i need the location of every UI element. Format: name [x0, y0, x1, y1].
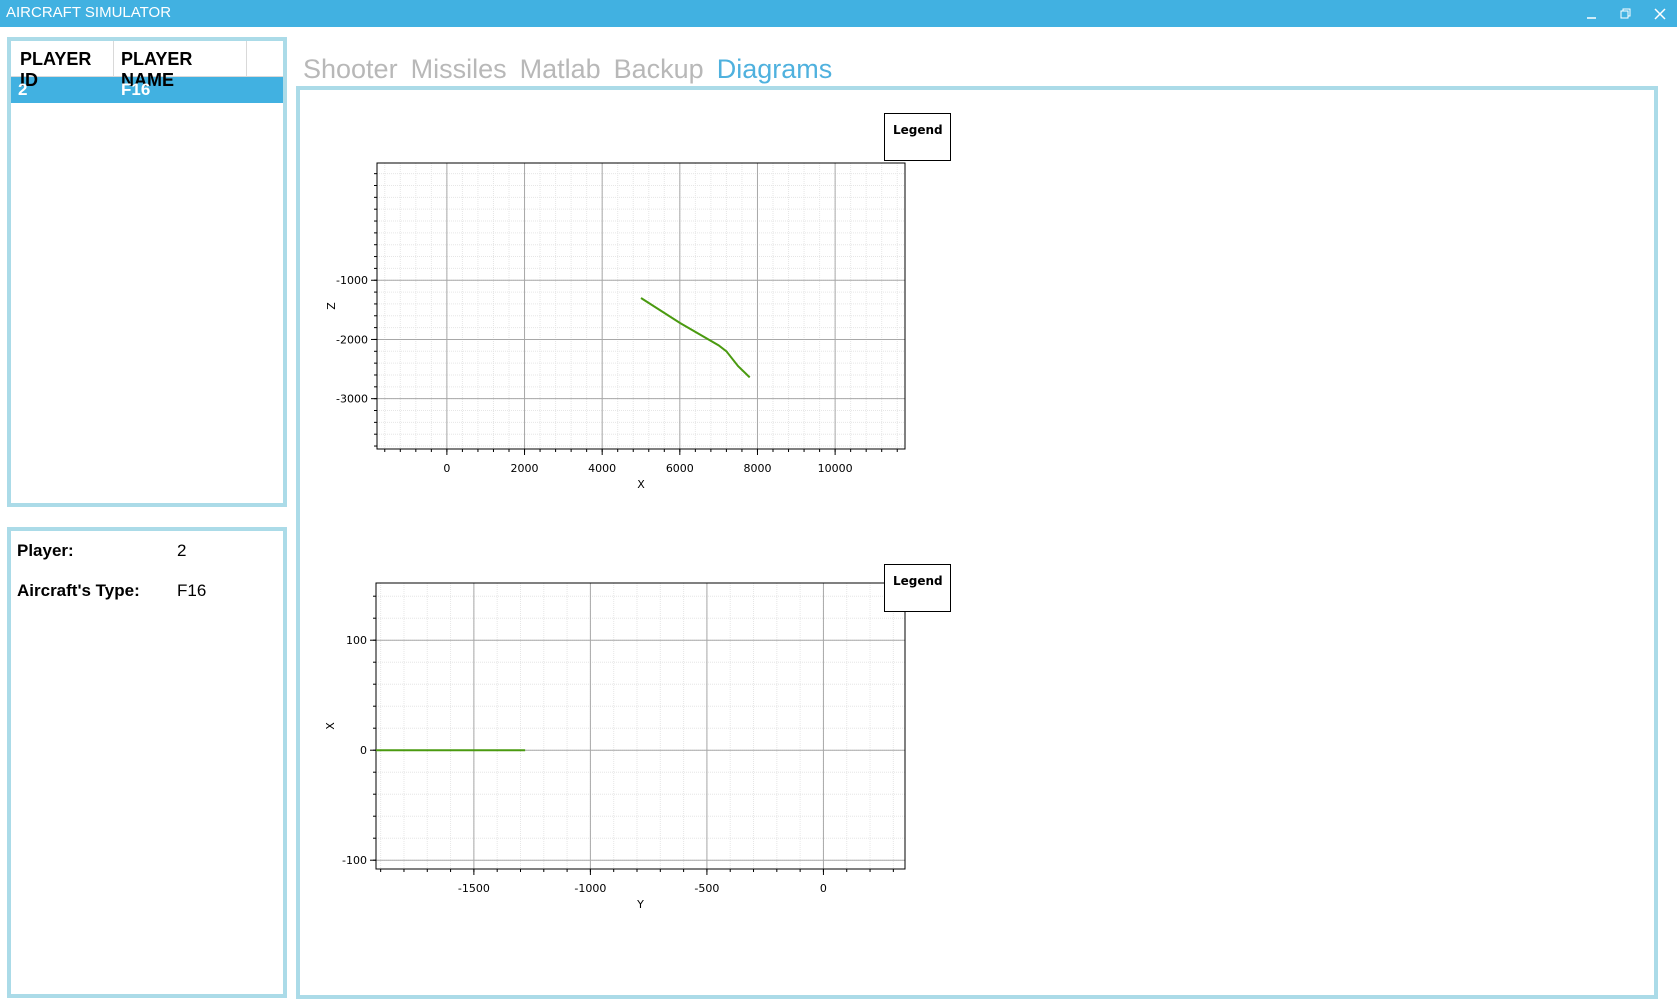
- aircraft-type-value: F16: [177, 581, 207, 600]
- minimize-icon[interactable]: [1575, 0, 1609, 27]
- xz-chart: 0 2000 4000 6000 8000 10000 -1000 -2000 -3000 X Z: [325, 162, 906, 491]
- player-label: Player:: [17, 541, 74, 560]
- x-axis-label: X: [637, 478, 645, 491]
- aircraft-type-label: Aircraft's Type:: [17, 581, 140, 600]
- tab-diagrams[interactable]: Diagrams: [716, 54, 833, 84]
- x-tick-label: 2000: [511, 462, 539, 475]
- plot-frame: [376, 162, 906, 450]
- player-name-cell: F16: [121, 80, 151, 99]
- player-info-panel: Player: 2 Aircraft's Type: F16: [7, 527, 287, 998]
- player-grid-header: PLAYER ID PLAYER NAME: [11, 41, 283, 90]
- x-tick-label: 6000: [666, 462, 694, 475]
- player-list-panel: PLAYER ID PLAYER NAME 2 F16: [7, 37, 287, 507]
- legend-title: Legend: [893, 574, 943, 588]
- player-value: 2: [177, 541, 187, 560]
- tab-backup[interactable]: Backup: [613, 54, 704, 84]
- restore-icon[interactable]: [1609, 0, 1643, 27]
- diagrams-panel: 0 2000 4000 6000 8000 10000 -1000 -2000 -3000 X Z …: [296, 86, 1658, 999]
- y-tick-label: -2000: [336, 333, 368, 346]
- legend-box-chart2: Legend: [884, 564, 951, 612]
- x-tick-label: 10000: [818, 462, 853, 475]
- x-tick-label: -1500: [458, 882, 490, 895]
- title-bar: AIRCRAFT SIMULATOR: [0, 0, 1677, 27]
- table-row[interactable]: 2 F16: [11, 77, 283, 103]
- player-row: Player: 2: [17, 541, 186, 561]
- x-tick-label: 0: [820, 882, 827, 895]
- y-tick-label: 100: [346, 634, 367, 647]
- column-header-player-id[interactable]: PLAYER ID: [11, 41, 114, 90]
- x-tick-label: 0: [443, 462, 450, 475]
- x-axis-label: Y: [636, 898, 644, 911]
- series-line: [640, 297, 751, 379]
- plot-frame: [375, 582, 906, 870]
- y-tick-label: -1000: [336, 274, 368, 287]
- tab-missiles[interactable]: Missiles: [410, 54, 507, 84]
- tab-matlab[interactable]: Matlab: [519, 54, 601, 84]
- y-axis-label: Z: [325, 302, 338, 310]
- y-axis-label: X: [324, 722, 337, 730]
- x-tick-label: 8000: [743, 462, 771, 475]
- tab-shooter[interactable]: Shooter: [303, 54, 398, 84]
- column-header-player-name[interactable]: PLAYER NAME: [114, 41, 247, 90]
- x-tick-label: -500: [694, 882, 719, 895]
- x-tick-label: -1000: [574, 882, 606, 895]
- yx-chart: -1500 -1000 -500 0 100 0 -100 Y X: [324, 582, 906, 911]
- y-tick-label: -100: [342, 854, 367, 867]
- x-tick-label: 4000: [588, 462, 616, 475]
- tab-strip: Shooter Missiles Matlab Backup Diagrams: [303, 51, 845, 87]
- legend-box-chart1: Legend: [884, 113, 951, 161]
- legend-title: Legend: [893, 123, 943, 137]
- y-tick-label: 0: [360, 744, 367, 757]
- player-id-cell: 2: [18, 80, 28, 99]
- close-icon[interactable]: [1643, 0, 1677, 27]
- aircraft-type-row: Aircraft's Type: F16: [17, 581, 206, 601]
- y-tick-label: -3000: [336, 393, 368, 406]
- window-title: AIRCRAFT SIMULATOR: [6, 4, 172, 21]
